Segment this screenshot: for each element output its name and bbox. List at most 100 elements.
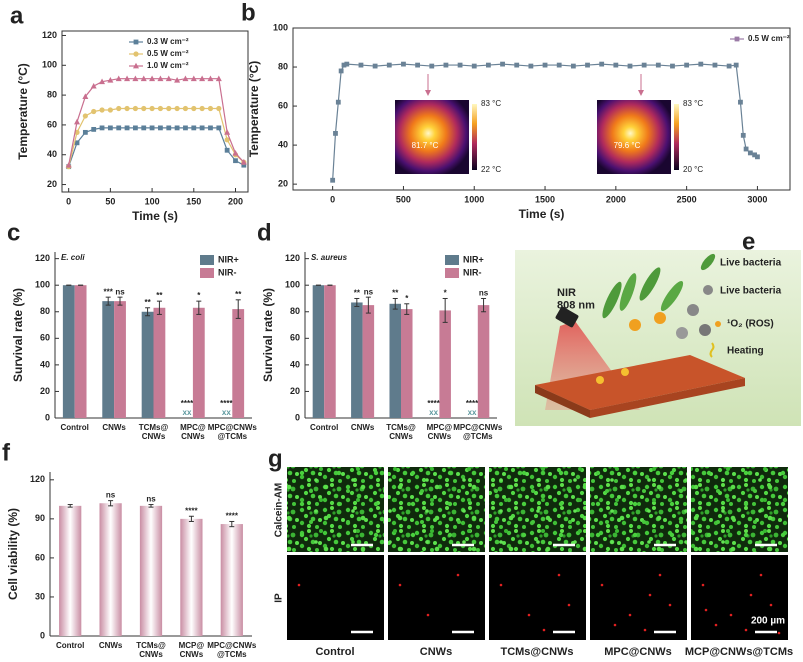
scaffold-side: [590, 378, 745, 418]
error-bar: [404, 303, 410, 315]
legend-label: Live bacteria: [720, 258, 782, 269]
x-tick-label: TCMs@ CNWs: [139, 423, 169, 441]
marker: [199, 75, 206, 82]
marker: [486, 62, 491, 68]
marker: [542, 62, 548, 68]
significance-label: *: [405, 294, 409, 303]
marker: [570, 63, 576, 69]
marker: [240, 158, 247, 165]
marker: [190, 75, 197, 82]
dead-cell: [557, 573, 561, 577]
scale-label: 200 µm: [751, 616, 785, 627]
legend-label: ¹O₂ (ROS): [727, 319, 774, 330]
data-line: [332, 63, 758, 181]
significance-label: ns: [479, 289, 489, 298]
marker: [149, 125, 155, 131]
x-tick-label: 50: [105, 196, 115, 206]
marker: [82, 93, 89, 99]
legend-icon: [715, 321, 721, 327]
y-tick-label: 40: [47, 149, 57, 159]
dead-cell: [759, 573, 763, 577]
dead-cell: [527, 613, 531, 617]
thermal-image: [395, 100, 469, 174]
marker: [207, 75, 214, 82]
y-tick-label: 80: [47, 89, 57, 99]
data-line: [68, 127, 245, 167]
error-bar: [354, 297, 360, 307]
x-tick-label: Control: [310, 423, 338, 432]
x-tick-label: MCP@ CNWs: [179, 641, 205, 659]
marker: [74, 140, 80, 146]
marker: [232, 150, 239, 156]
x-tick-label: MPC@ CNWs: [180, 423, 206, 441]
x-tick-label: MPC@CNWs @TCMs: [207, 641, 257, 659]
panel-label: e: [742, 228, 755, 255]
micrograph-overlay: [388, 467, 485, 552]
micrograph-overlay: [489, 467, 586, 552]
x-tick-label: CNWs: [99, 641, 123, 650]
dead-cell: [567, 603, 571, 607]
marker: [116, 105, 122, 112]
error-bar: [365, 296, 371, 314]
marker: [199, 125, 205, 131]
marker: [641, 62, 647, 68]
y-tick-label: 80: [278, 61, 288, 71]
marker: [140, 75, 147, 82]
marker: [585, 62, 590, 68]
marker: [528, 63, 534, 69]
error-bar: [105, 296, 111, 306]
significance-label: **: [392, 289, 399, 298]
marker: [338, 68, 344, 74]
marker: [174, 76, 181, 83]
na-label: xx: [183, 408, 192, 417]
marker: [208, 125, 213, 131]
marker: [224, 129, 231, 135]
panel-label: f: [2, 439, 11, 466]
y-tick-label: 20: [47, 179, 57, 189]
significance-label: ****: [185, 506, 198, 515]
dead-cell: [542, 628, 546, 632]
marker: [755, 154, 760, 160]
marker: [215, 75, 222, 82]
column-label: TCMs@CNWs: [500, 646, 573, 658]
marker: [82, 113, 88, 119]
legend-label: NIR-: [218, 267, 237, 277]
bar: [139, 505, 163, 636]
significance-label: ***: [104, 287, 114, 296]
error-bar: [145, 307, 151, 317]
legend-icon: [700, 253, 716, 271]
inset-max: 83 °C: [683, 99, 703, 108]
bar: [153, 307, 166, 418]
marker: [224, 137, 230, 143]
x-tick-label: CNWs: [351, 423, 375, 432]
dead-cell: [777, 631, 781, 635]
panel-label: a: [10, 2, 24, 29]
marker: [124, 75, 131, 82]
x-axis-label: Time (s): [519, 207, 565, 221]
y-axis-label: Survival rate (%): [11, 288, 25, 382]
marker: [157, 105, 164, 112]
x-tick-label: TCMs@ CNWs: [136, 641, 166, 659]
significance-label: ****: [466, 399, 479, 408]
y-tick-label: 120: [42, 30, 57, 40]
dead-cell: [648, 593, 652, 597]
column-label: CNWs: [420, 646, 452, 658]
marker: [158, 125, 163, 131]
y-tick-label: 120: [30, 474, 45, 484]
marker: [91, 126, 97, 132]
legend-swatch: [200, 255, 214, 265]
x-tick-label: MPC@CNWs @TCMs: [208, 423, 258, 441]
marker: [99, 107, 105, 113]
significance-label: ****: [427, 399, 440, 408]
legend-label: 1.0 W cm⁻²: [147, 61, 189, 70]
color-bar: [674, 104, 679, 170]
legend-swatch: [200, 268, 214, 278]
marker: [698, 61, 704, 67]
dead-cell: [628, 613, 632, 617]
marker: [124, 105, 130, 112]
marker: [107, 125, 113, 131]
significance-label: ns: [364, 287, 374, 296]
bar: [59, 505, 82, 636]
micrograph-overlay: [590, 467, 687, 552]
